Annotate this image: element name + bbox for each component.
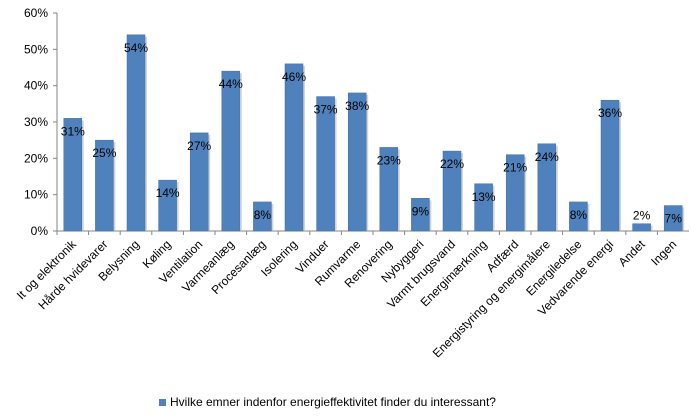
data-label: 37% [314, 103, 338, 117]
data-label: 27% [187, 139, 211, 153]
bar [632, 223, 651, 232]
bar [95, 139, 114, 232]
bar [569, 201, 588, 232]
bar [505, 154, 525, 232]
bar [316, 96, 335, 232]
bar [411, 198, 430, 232]
bar [663, 205, 683, 232]
data-label: 36% [598, 106, 622, 120]
bar [537, 143, 557, 232]
bar [284, 63, 304, 232]
data-label: 38% [345, 99, 369, 113]
x-tick-label: Ingen [648, 237, 679, 268]
bar [126, 34, 146, 232]
data-label: 22% [440, 157, 464, 171]
y-tick-label: 60% [24, 6, 48, 20]
bar [600, 99, 620, 232]
data-label: 8% [254, 208, 272, 222]
bar [474, 183, 493, 232]
data-label: 14% [156, 186, 180, 200]
bar [221, 70, 241, 232]
data-label: 2% [633, 209, 651, 223]
data-label: 46% [282, 70, 306, 84]
bar [442, 150, 462, 232]
bar [379, 147, 399, 232]
data-label: 7% [665, 212, 683, 226]
y-tick-label: 20% [24, 151, 48, 165]
data-label: 9% [412, 204, 430, 218]
data-label: 21% [503, 161, 527, 175]
bar [347, 92, 367, 232]
legend-label: Hvilke emner indenfor energieffektivitet… [170, 395, 496, 409]
y-tick-label: 0% [31, 224, 49, 238]
data-label: 23% [377, 153, 401, 167]
bar [189, 132, 209, 232]
data-label: 31% [61, 124, 85, 138]
legend-swatch [159, 398, 166, 406]
data-label: 24% [535, 150, 559, 164]
data-label: 13% [472, 190, 496, 204]
data-label: 25% [92, 146, 116, 160]
y-tick-label: 50% [24, 42, 48, 56]
y-tick-label: 10% [24, 188, 48, 202]
x-tick-label: Andet [616, 237, 649, 270]
y-tick-label: 30% [24, 115, 48, 129]
bar [253, 201, 272, 232]
data-label: 44% [219, 77, 243, 91]
y-tick-label: 40% [24, 79, 48, 93]
data-label: 54% [124, 41, 148, 55]
bar-chart: 0%10%20%30%40%50%60%31%It og elektronik2… [14, 6, 689, 360]
data-label: 8% [570, 208, 588, 222]
bar [158, 179, 177, 232]
bar [63, 118, 83, 232]
legend: Hvilke emner indenfor energieffektivitet… [159, 395, 496, 409]
